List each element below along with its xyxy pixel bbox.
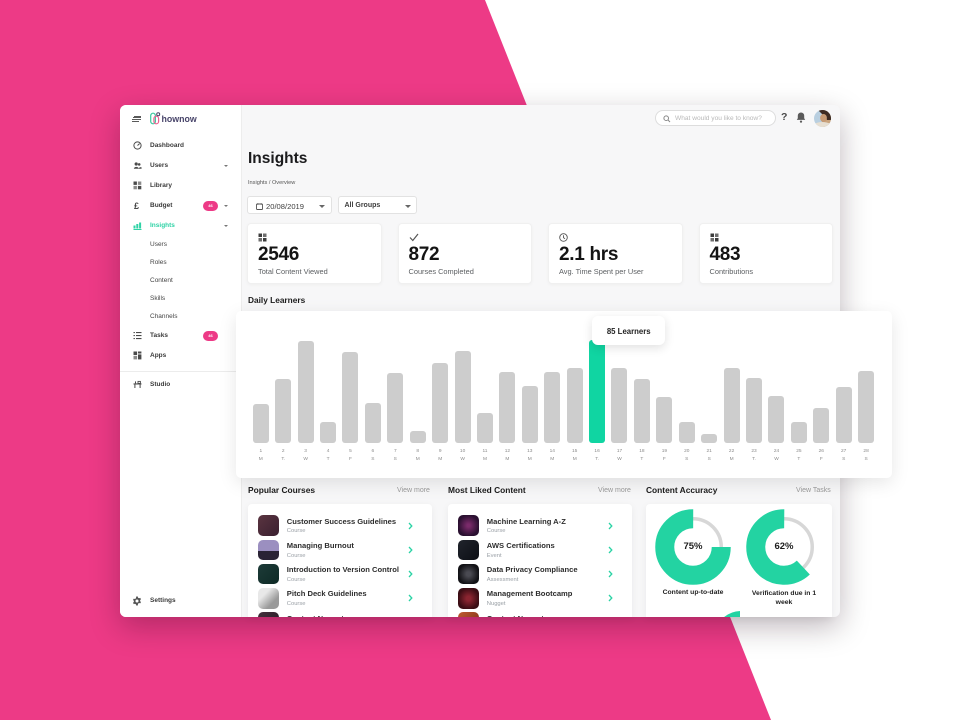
svg-text:£: £ <box>134 201 139 210</box>
